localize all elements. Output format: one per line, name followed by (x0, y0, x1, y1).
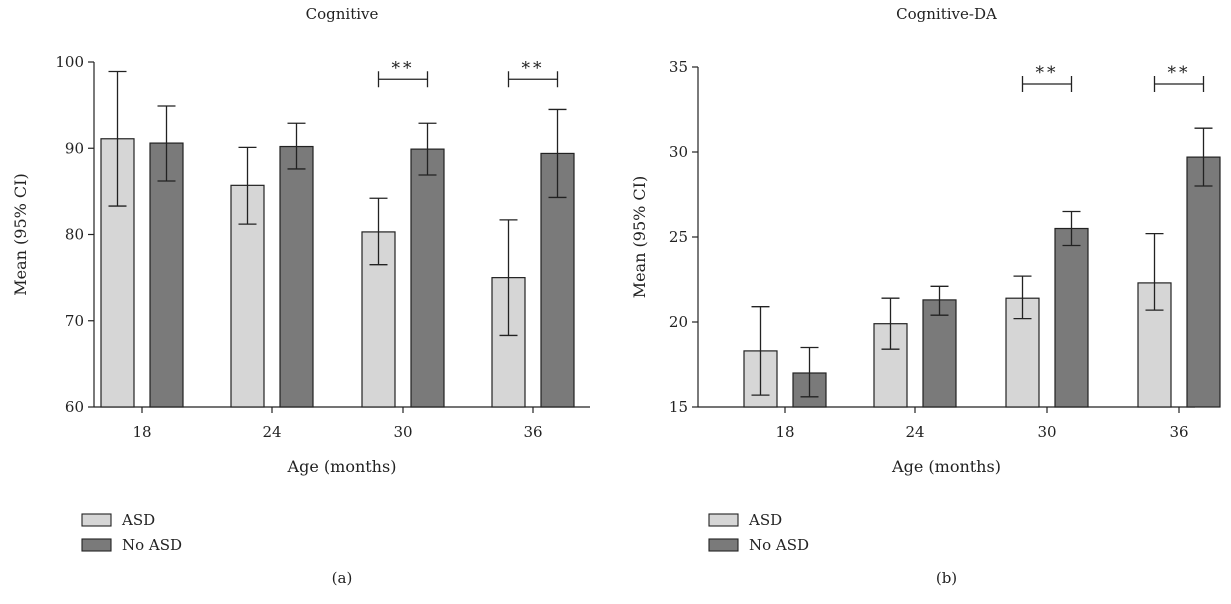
legend-label-asd: ASD (748, 511, 782, 529)
y-tick-label: 35 (669, 58, 688, 76)
bar-no-asd-30 (410, 148, 445, 408)
x-tick-label: 30 (393, 423, 412, 441)
legend-swatch-asd (81, 513, 112, 527)
y-tick-label: 15 (669, 398, 688, 416)
legend-swatch-no-asd (708, 538, 739, 552)
x-tick-label: 30 (1037, 423, 1056, 441)
chart-title: Cognitive (306, 5, 379, 23)
x-axis-title: Age (months) (287, 457, 397, 476)
x-tick-label: 24 (905, 423, 924, 441)
x-axis-title: Age (months) (891, 457, 1001, 476)
y-tick-label: 80 (65, 226, 84, 244)
x-tick-label: 18 (775, 423, 794, 441)
legend-label-asd: ASD (121, 511, 155, 529)
bar-no-asd-18 (149, 142, 184, 408)
chart-title: Cognitive-DA (896, 5, 997, 23)
panel-label: (b) (936, 569, 957, 587)
y-tick-label: 25 (669, 228, 688, 246)
chart-panel-b: Cognitive-DA 15 20 25 30 35 18 24 30 36 Age (month… (630, 5, 1221, 587)
x-tick-label: 36 (1169, 423, 1188, 441)
panel-label: (a) (332, 569, 353, 587)
bar-no-asd-24 (279, 145, 314, 408)
legend-swatch-no-asd (81, 538, 112, 552)
significance-label: ** (1036, 63, 1059, 83)
y-tick-label: 30 (669, 143, 688, 161)
legend-label-no-asd: No ASD (749, 536, 809, 554)
x-tick-label: 24 (262, 423, 281, 441)
bar-asd-36 (491, 277, 526, 408)
significance-label: ** (392, 58, 415, 78)
y-tick-label: 100 (55, 53, 84, 71)
y-tick-label: 20 (669, 313, 688, 331)
y-axis-title: Mean (95% CI) (630, 176, 649, 298)
significance-label: ** (1168, 63, 1191, 83)
y-tick-label: 70 (65, 312, 84, 330)
legend-label-no-asd: No ASD (122, 536, 182, 554)
x-tick-label: 18 (132, 423, 151, 441)
chart-panel-a: Cognitive 60 70 80 90 100 18 24 30 36 Age (months)… (11, 5, 590, 587)
x-tick-label: 36 (523, 423, 542, 441)
bar-no-asd-24 (922, 299, 957, 408)
bar-no-asd-30 (1054, 227, 1089, 408)
y-tick-label: 60 (65, 398, 84, 416)
legend-swatch-asd (708, 513, 739, 527)
significance-label: ** (522, 58, 545, 78)
bar-no-asd-36 (1186, 156, 1221, 408)
y-tick-label: 90 (65, 139, 84, 157)
y-axis-title: Mean (95% CI) (11, 173, 30, 295)
